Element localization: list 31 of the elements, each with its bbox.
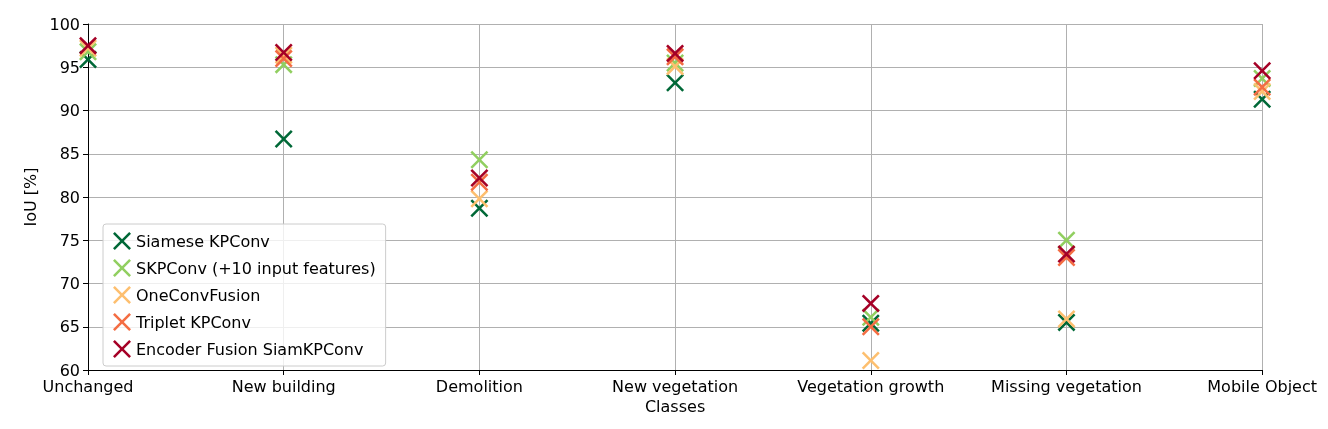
point [1253,78,1272,97]
point [861,351,880,370]
legend-label: Siamese KPConv [136,231,270,251]
y-tick-label: 95 [59,57,80,77]
y-tick-label: 100 [49,14,80,34]
point [1057,309,1076,328]
x-axis-title: Classes [644,397,706,417]
point [470,168,489,187]
y-axis-title: IoU [%] [20,167,40,227]
legend-label: Encoder Fusion SiamKPConv [136,339,364,359]
x-tick-label: Mobile Object [1207,376,1317,396]
x-tick-label: Missing vegetation [991,376,1142,396]
point [470,150,489,169]
y-tick-label: 80 [59,187,80,207]
x-tick-label: New building [231,376,336,396]
legend-label: SKPConv (+10 input features) [136,258,376,278]
point [861,294,880,313]
x-tick-label: New vegetation [612,376,739,396]
point [666,73,685,92]
y-tick-label: 85 [59,144,80,164]
y-tick-label: 70 [59,274,80,293]
y-tick-label: 65 [59,317,80,337]
x-tick-label: Demolition [435,376,523,396]
legend-label: Triplet KPConv [135,312,251,332]
point [274,130,293,149]
y-tick-label: 75 [59,230,80,250]
point [1253,61,1272,80]
point [470,189,489,208]
y-tick-label: 90 [59,101,80,120]
legend-label: OneConvFusion [136,285,261,305]
x-tick-label: Vegetation growth [797,376,945,396]
